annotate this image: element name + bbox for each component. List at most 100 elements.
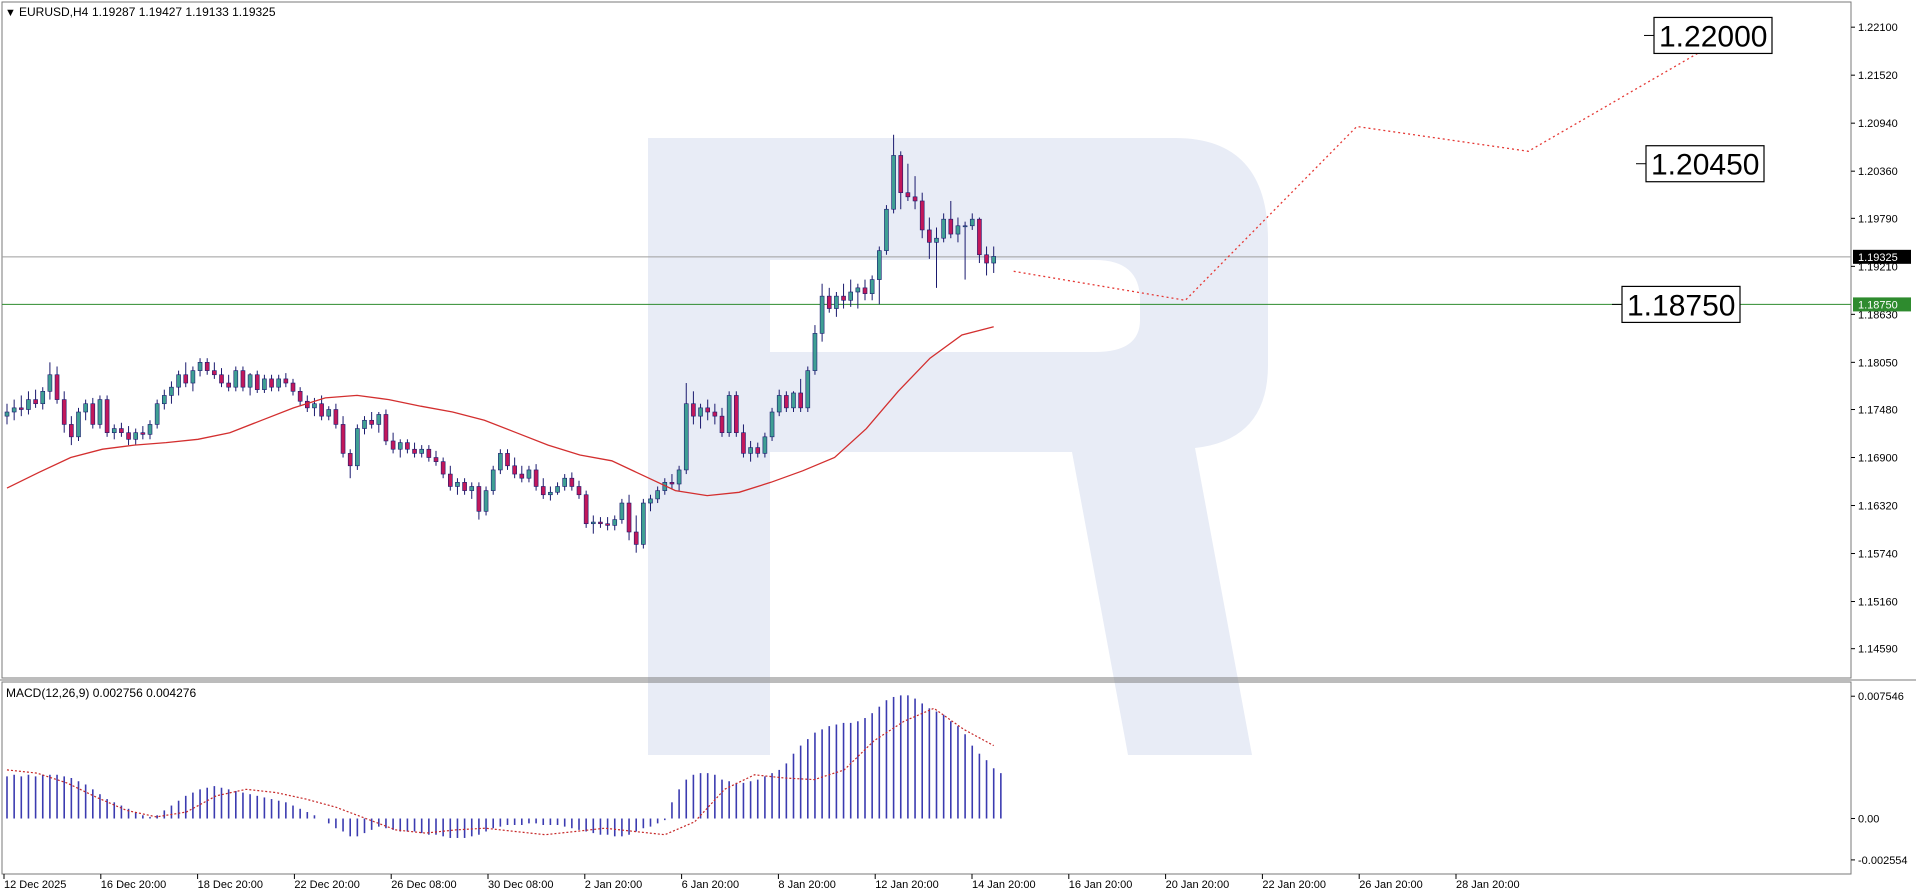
- bear-candle: [519, 473, 525, 479]
- bull-candle: [40, 391, 46, 405]
- bull-candle: [262, 378, 267, 390]
- bear-candle: [297, 391, 303, 402]
- macd-readout: MACD(12,26,9) 0.002756 0.004276: [6, 686, 196, 700]
- bull-candle: [247, 374, 253, 388]
- bull-candle: [26, 399, 31, 410]
- bear-candle: [912, 196, 918, 202]
- bull-candle: [169, 386, 174, 396]
- price-tick-label: 1.19790: [1858, 213, 1898, 225]
- macd-signal-line: [6, 707, 994, 836]
- bull-candle: [683, 403, 689, 471]
- bear-candle: [898, 155, 904, 193]
- bull-candle: [498, 453, 503, 471]
- collapse-triangle-icon[interactable]: ▼: [5, 7, 16, 19]
- bull-candle: [397, 442, 403, 450]
- bull-candle: [590, 521, 596, 525]
- time-tick-label: 16 Dec 20:00: [101, 879, 166, 891]
- bear-candle: [254, 374, 260, 390]
- bear-candle: [412, 448, 417, 454]
- bull-candle: [276, 378, 282, 388]
- bear-candle: [104, 399, 110, 433]
- bull-candle: [855, 287, 861, 293]
- bear-candle: [784, 395, 789, 409]
- bear-candle: [183, 374, 189, 384]
- bear-candle: [90, 403, 96, 425]
- bull-candle: [962, 225, 968, 228]
- time-tick-label: 22 Dec 20:00: [294, 879, 359, 891]
- bear-candle: [583, 494, 589, 525]
- bull-candle: [190, 370, 196, 384]
- price-panel-frame: [1, 1, 1852, 679]
- bull-candle: [812, 333, 818, 371]
- callout-box: [1621, 285, 1741, 324]
- time-tick-label: 30 Dec 08:00: [488, 879, 553, 891]
- bear-candle: [669, 482, 675, 485]
- bear-candle: [705, 407, 711, 413]
- bear-candle: [433, 457, 439, 462]
- bull-candle: [11, 407, 17, 413]
- bear-candle: [948, 218, 954, 235]
- bear-candle: [712, 411, 718, 417]
- bull-candle: [791, 392, 796, 409]
- bull-candle: [762, 436, 768, 454]
- bear-candle: [733, 395, 739, 433]
- bull-candle: [526, 469, 532, 479]
- bull-candle: [969, 218, 975, 227]
- bear-candle: [426, 448, 432, 458]
- bull-candle: [47, 374, 53, 392]
- bear-candle: [61, 399, 67, 425]
- time-tick-label: 12 Jan 20:00: [875, 879, 939, 891]
- time-tick-label: 6 Jan 20:00: [682, 879, 740, 891]
- macd-axis: 0.007546 0.00 -0.002554: [1851, 691, 1908, 867]
- bear-candle: [533, 469, 539, 487]
- bull-candle: [869, 279, 875, 294]
- time-tick-label: 14 Jan 20:00: [972, 879, 1036, 891]
- bull-candle: [612, 519, 618, 526]
- bull-candle: [197, 362, 203, 371]
- time-tick-label: 28 Jan 20:00: [1456, 879, 1520, 891]
- price-tick-label: 1.15160: [1858, 597, 1898, 609]
- bull-candle: [698, 407, 703, 417]
- bull-candle: [176, 374, 181, 388]
- bear-candle: [212, 370, 217, 376]
- bear-candle: [290, 382, 296, 392]
- bull-candle: [355, 428, 360, 467]
- bull-candle: [419, 448, 425, 454]
- bull-candle: [562, 477, 568, 487]
- bear-candle: [512, 465, 517, 475]
- broker-logo-watermark: [648, 138, 1268, 755]
- bear-candle: [626, 502, 632, 533]
- target-2-callout: 1.22000: [1659, 20, 1767, 53]
- bull-candle: [133, 432, 138, 440]
- bull-candle: [312, 403, 317, 409]
- price-tick-label: 1.20360: [1858, 166, 1898, 178]
- price-tick-label: 1.15740: [1858, 549, 1898, 561]
- bear-candle: [841, 295, 846, 301]
- bear-candle: [691, 403, 696, 417]
- price-tick-label: 1.18050: [1858, 357, 1898, 369]
- bear-candle: [69, 424, 74, 438]
- bull-candle: [326, 409, 332, 417]
- bull-candle: [641, 502, 646, 545]
- bear-candle: [755, 447, 761, 454]
- bull-candle: [490, 469, 496, 491]
- bull-candle: [726, 395, 732, 433]
- bear-candle: [33, 399, 38, 405]
- bull-candle: [748, 447, 753, 454]
- bear-candle: [826, 295, 832, 309]
- callout-box: [1653, 16, 1773, 55]
- bull-candle: [819, 295, 825, 334]
- bull-candle: [876, 250, 882, 280]
- bull-candle: [362, 419, 367, 429]
- price-tick-label: 1.18630: [1858, 309, 1898, 321]
- bull-candle: [455, 482, 460, 487]
- symbol-timeframe: EURUSD,H4: [19, 5, 89, 19]
- bear-candle: [269, 378, 274, 388]
- bear-candle: [476, 486, 482, 512]
- bear-candle: [633, 531, 639, 545]
- bull-candle: [848, 291, 854, 301]
- bear-candle: [405, 442, 410, 450]
- bear-candle: [18, 407, 24, 410]
- ohlc-readout: 1.19287 1.19427 1.19133 1.19325: [92, 5, 276, 19]
